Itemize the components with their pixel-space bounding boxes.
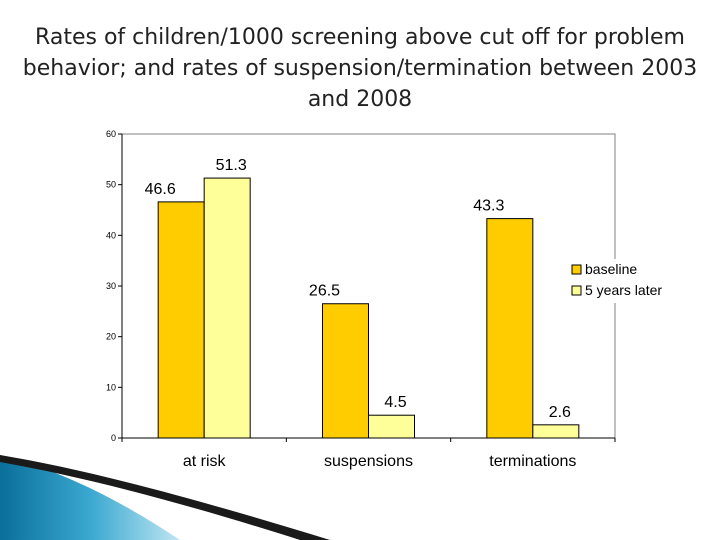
bar-5-years-later-suspensions xyxy=(368,414,415,439)
chart-title: Rates of children/1000 screening above c… xyxy=(22,25,698,112)
data-label: 26.5 xyxy=(309,283,340,300)
legend-box xyxy=(567,259,679,303)
y-tick-label: 0 xyxy=(111,433,116,443)
plot-area: 0 10 20 30 40 50 60 46.6 51.3 at risk 26.5 4.5 suspe… xyxy=(106,129,679,470)
x-category-label: at risk xyxy=(183,453,227,470)
y-tick-label: 10 xyxy=(106,382,116,392)
bar-5-years-later-terminations xyxy=(532,424,580,439)
data-label: 2.6 xyxy=(549,404,571,421)
y-tick-label: 20 xyxy=(106,332,116,342)
y-tick-label: 30 xyxy=(106,281,116,291)
legend-label: 5 years later xyxy=(585,282,662,298)
legend-swatch xyxy=(571,285,582,296)
legend-swatch xyxy=(571,264,582,275)
data-label: 46.6 xyxy=(145,181,176,198)
bar-5-years-later-at-risk xyxy=(203,177,251,439)
legend: baseline 5 years later xyxy=(571,261,662,298)
decorative-swoosh xyxy=(0,455,330,540)
data-label: 43.3 xyxy=(473,198,504,215)
y-tick-label: 40 xyxy=(106,230,116,240)
y-tick-label: 50 xyxy=(106,180,116,190)
x-category-label: suspensions xyxy=(324,453,413,470)
bar-baseline-at-risk xyxy=(157,201,205,439)
y-tick-label: 60 xyxy=(106,129,116,139)
bar-baseline-terminations xyxy=(486,218,534,439)
data-label: 4.5 xyxy=(384,394,406,411)
data-label: 51.3 xyxy=(216,157,247,174)
x-category-label: terminations xyxy=(489,453,576,470)
legend-label: baseline xyxy=(585,261,637,277)
bar-baseline-suspensions xyxy=(322,303,369,439)
